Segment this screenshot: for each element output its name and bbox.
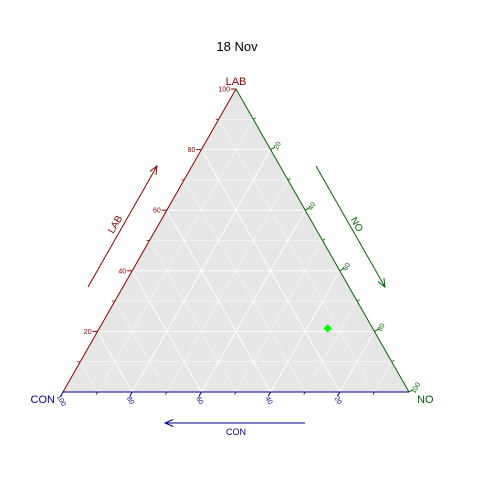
tick-no: [339, 267, 345, 272]
tick-con: [267, 391, 272, 397]
tick-label-no: 60: [342, 262, 352, 272]
grid-line-no: [339, 331, 375, 393]
arrow-con-head: [163, 419, 174, 427]
minor-tick-con: [372, 391, 375, 395]
minor-tick-con: [95, 391, 98, 395]
tick-con: [129, 391, 133, 397]
tick-no: [304, 207, 310, 211]
tick-label-lab: 20: [84, 329, 92, 336]
grid-line-con: [149, 240, 237, 393]
minor-tick-no: [322, 238, 326, 241]
minor-tick-no: [391, 359, 395, 363]
minor-tick-no: [356, 299, 360, 302]
minor-tick-con: [303, 391, 306, 395]
grid-line-no: [166, 179, 289, 393]
arrow-lab: [87, 165, 158, 288]
tick-label-con: 100: [55, 394, 67, 408]
tick-no: [270, 146, 276, 151]
vertex-label-no: NO: [417, 394, 434, 406]
grid-line-con: [80, 361, 98, 393]
axis-ticks: 20 40 60 80 100 20 40 60 80 100 100 80 60 40 20: [55, 87, 423, 408]
tick-label-con: 40: [263, 396, 273, 406]
tick-no: [374, 328, 379, 332]
vertex-label-con: CON: [31, 394, 56, 406]
grid-line-con: [114, 300, 168, 393]
grid-line-con: [97, 331, 133, 393]
tick-label-lab: 60: [153, 208, 161, 215]
axis-title-con: CON: [226, 427, 246, 437]
tick-con: [336, 391, 341, 397]
tick-label-lab: 100: [218, 87, 230, 94]
minor-tick-no: [287, 178, 291, 181]
tick-label-con: 20: [333, 396, 343, 406]
axis-title-no: NO: [348, 216, 365, 235]
data-point: [323, 324, 332, 333]
axis-arrows: [87, 164, 386, 427]
arrow-no: [315, 165, 386, 288]
tick-con: [60, 391, 64, 397]
data-points: [323, 324, 332, 333]
grid-line-no: [304, 300, 358, 393]
grid-line-no: [270, 270, 341, 393]
grid-line-con: [218, 119, 375, 393]
grid: [63, 89, 409, 393]
tick-label-no: 100: [410, 381, 422, 395]
grid-line-no: [97, 119, 254, 393]
minor-tick-no: [253, 117, 257, 120]
tick-label-lab: 40: [118, 268, 126, 275]
axis-title-lab: LAB: [106, 214, 125, 236]
grid-line-no: [374, 361, 392, 393]
tick-label-no: 20: [273, 141, 283, 151]
tick-con: [198, 391, 202, 397]
tick-label-no: 80: [377, 322, 387, 332]
grid-line-con: [183, 179, 306, 393]
tick-label-lab: 80: [188, 147, 196, 154]
minor-tick-con: [234, 391, 237, 395]
tick-label-con: 80: [125, 396, 135, 406]
minor-tick-con: [164, 391, 168, 395]
arrow-lab-head: [149, 164, 158, 175]
grid-line-no: [235, 240, 323, 393]
grid-line-con: [131, 270, 202, 393]
tick-label-no: 40: [308, 201, 318, 211]
tick-no: [408, 389, 414, 393]
tick-label-con: 60: [194, 396, 204, 406]
arrow-no-head: [377, 278, 386, 289]
vertex-label-lab: LAB: [226, 76, 247, 88]
chart-title: 18 Nov: [216, 39, 258, 54]
